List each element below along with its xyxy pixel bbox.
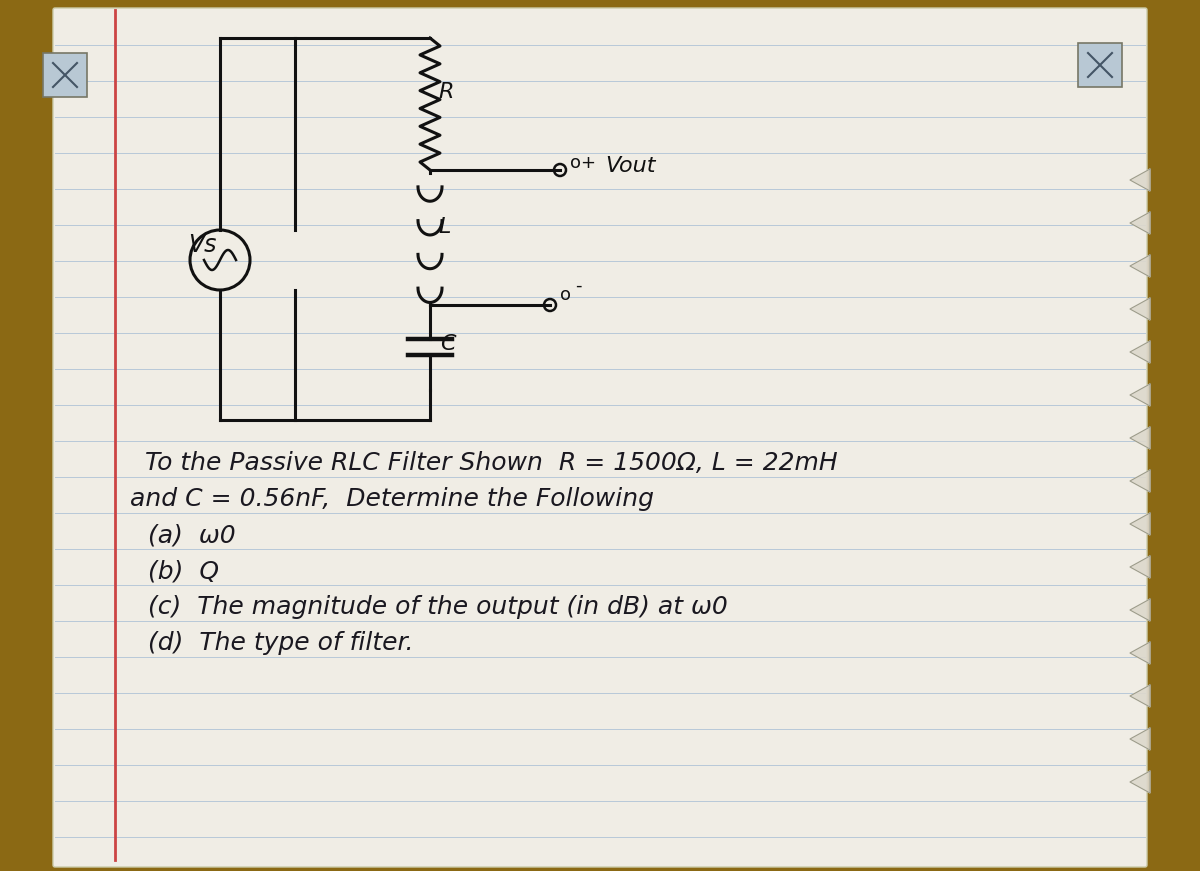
Polygon shape — [1130, 341, 1150, 363]
Text: (b)  Q: (b) Q — [148, 559, 220, 583]
Text: R: R — [438, 82, 454, 102]
Text: Vout: Vout — [605, 156, 655, 176]
Polygon shape — [1130, 298, 1150, 320]
Polygon shape — [1130, 685, 1150, 707]
Polygon shape — [1130, 599, 1150, 621]
Text: o: o — [560, 286, 571, 304]
Polygon shape — [1130, 642, 1150, 664]
Text: (a)  ω0: (a) ω0 — [148, 523, 235, 547]
Polygon shape — [1130, 255, 1150, 277]
Bar — [1078, 43, 1122, 87]
Text: o+: o+ — [570, 154, 596, 172]
Polygon shape — [1130, 470, 1150, 492]
Text: (c)  The magnitude of the output (in dB) at ω0: (c) The magnitude of the output (in dB) … — [148, 595, 727, 619]
Polygon shape — [1130, 556, 1150, 578]
Polygon shape — [1130, 427, 1150, 449]
Text: L: L — [438, 217, 450, 237]
Text: -: - — [575, 277, 582, 295]
Text: Vs: Vs — [188, 233, 216, 257]
Text: C: C — [440, 334, 456, 354]
Text: and C = 0.56nF,  Determine the Following: and C = 0.56nF, Determine the Following — [130, 487, 654, 511]
Text: To the Passive RLC Filter Shown  R = 1500Ω, L = 22mH: To the Passive RLC Filter Shown R = 1500… — [145, 451, 838, 475]
Bar — [43, 53, 88, 97]
Polygon shape — [1130, 728, 1150, 750]
Polygon shape — [1130, 212, 1150, 234]
Text: (d)  The type of filter.: (d) The type of filter. — [148, 631, 414, 655]
FancyBboxPatch shape — [53, 8, 1147, 867]
Polygon shape — [1130, 384, 1150, 406]
Polygon shape — [1130, 513, 1150, 535]
Polygon shape — [1130, 169, 1150, 191]
Polygon shape — [1130, 771, 1150, 793]
